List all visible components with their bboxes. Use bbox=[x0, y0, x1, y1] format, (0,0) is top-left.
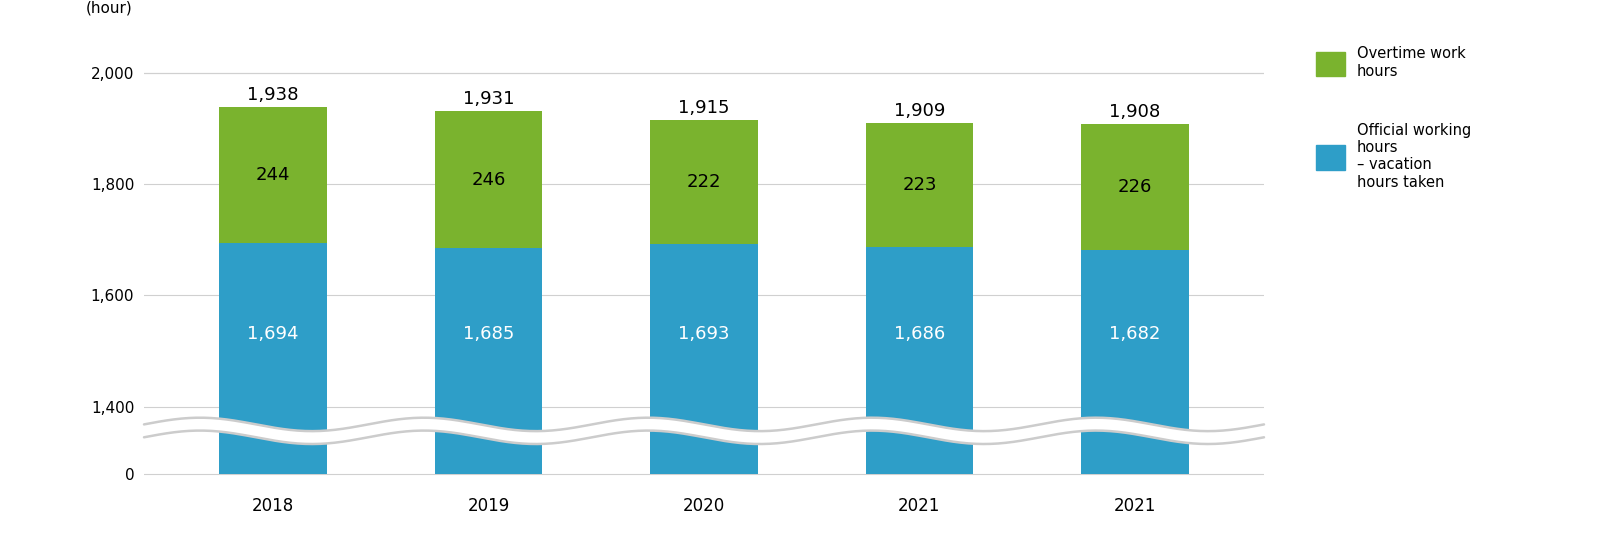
Bar bbox=[866, 0, 973, 474]
Text: 1,908: 1,908 bbox=[1109, 103, 1160, 121]
Bar bbox=[1082, 0, 1189, 474]
Bar bbox=[866, 123, 973, 248]
Text: 1,938: 1,938 bbox=[248, 86, 299, 104]
Bar bbox=[1082, 124, 1189, 250]
Text: 1,685: 1,685 bbox=[462, 325, 514, 343]
Bar bbox=[650, 244, 758, 560]
Text: 1,693: 1,693 bbox=[678, 325, 730, 343]
Text: 1,682: 1,682 bbox=[1109, 325, 1160, 343]
Text: 222: 222 bbox=[686, 172, 722, 191]
Text: 1,909: 1,909 bbox=[894, 102, 946, 120]
Bar bbox=[219, 0, 326, 474]
Bar bbox=[219, 107, 326, 243]
Bar bbox=[435, 248, 542, 560]
Text: 1,915: 1,915 bbox=[678, 99, 730, 117]
Text: 223: 223 bbox=[902, 176, 936, 194]
Text: 1,686: 1,686 bbox=[894, 325, 946, 343]
Text: 246: 246 bbox=[472, 170, 506, 189]
Text: 226: 226 bbox=[1117, 178, 1152, 196]
Text: 244: 244 bbox=[256, 166, 291, 184]
Bar bbox=[435, 111, 542, 248]
Text: (hour): (hour) bbox=[86, 1, 133, 16]
Bar bbox=[866, 248, 973, 560]
Bar bbox=[650, 0, 758, 474]
Bar bbox=[1082, 250, 1189, 560]
Text: 1,931: 1,931 bbox=[462, 90, 514, 108]
Bar bbox=[219, 243, 326, 560]
Legend: Overtime work
hours, Official working
hours
– vacation
hours taken: Overtime work hours, Official working ho… bbox=[1317, 46, 1470, 190]
Text: 1,694: 1,694 bbox=[248, 325, 299, 343]
Bar bbox=[435, 0, 542, 474]
Bar bbox=[650, 120, 758, 244]
